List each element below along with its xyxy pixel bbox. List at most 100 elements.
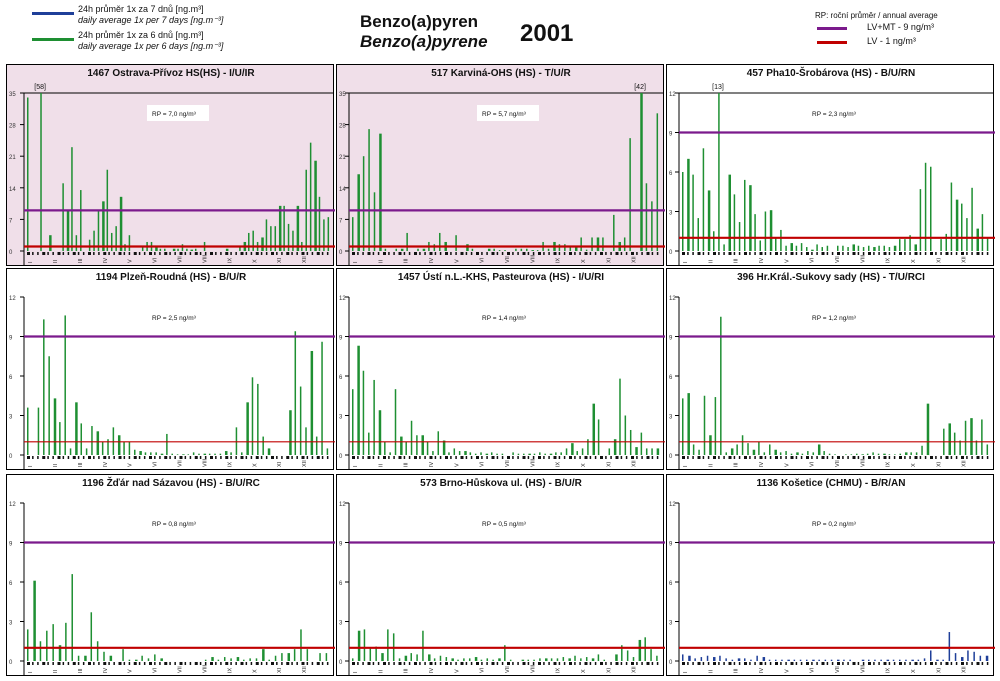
data-bar <box>357 630 361 661</box>
month-label: VI <box>153 461 159 467</box>
data-bar <box>565 448 568 455</box>
sample-day-marker <box>98 662 100 665</box>
data-bar <box>281 653 283 661</box>
sample-day-marker <box>450 662 452 665</box>
y-tick-label: 3 <box>669 415 673 421</box>
rp-box <box>477 105 539 121</box>
sample-day-marker <box>682 662 685 665</box>
sample-day-marker <box>522 456 526 459</box>
chart-svg: 573 Brno-Hůskova ul. (HS) - B/U/R 0 3 6 9 12 R… <box>339 477 665 675</box>
data-bar <box>517 453 520 455</box>
sample-day-marker <box>77 456 80 459</box>
sample-day-marker <box>37 456 39 459</box>
sample-day-marker <box>169 662 171 665</box>
sample-day-marker <box>235 456 237 459</box>
sample-day-marker <box>414 662 417 665</box>
sample-day-marker <box>857 662 860 665</box>
month-label: VI <box>810 667 816 673</box>
rp-annual-average: RP = 0,8 ng/m³ <box>152 521 197 528</box>
data-bar <box>442 440 446 455</box>
y-tick-label: 6 <box>9 581 13 587</box>
month-label: II <box>378 669 384 673</box>
data-bar <box>816 244 818 251</box>
data-bar <box>779 452 782 455</box>
data-bar <box>369 647 372 661</box>
month-label: XII <box>632 256 638 263</box>
sample-day-marker <box>548 662 550 665</box>
data-bar <box>71 574 73 661</box>
sample-day-marker <box>424 456 426 459</box>
sample-day-marker <box>981 456 984 459</box>
sample-day-marker <box>189 456 192 459</box>
data-bar <box>904 239 906 251</box>
sample-day-marker <box>976 252 980 255</box>
sample-day-marker <box>367 456 371 459</box>
month-label: V <box>784 463 790 467</box>
sample-day-marker <box>77 252 80 255</box>
data-bar <box>300 629 302 661</box>
sample-day-marker <box>594 252 597 255</box>
data-bar <box>597 654 600 661</box>
sample-day-marker <box>255 252 259 255</box>
data-bar <box>455 235 457 251</box>
month-label: XII <box>632 666 638 673</box>
data-bar <box>758 441 760 455</box>
data-bar <box>651 448 653 455</box>
data-bar <box>967 650 969 661</box>
data-bar <box>738 222 741 251</box>
sample-day-marker <box>164 456 168 459</box>
data-bar <box>602 237 604 251</box>
sample-day-marker <box>460 662 464 665</box>
sample-day-marker <box>909 662 911 665</box>
data-bar <box>357 345 360 455</box>
sample-day-marker <box>133 456 137 459</box>
sample-day-marker <box>759 456 763 459</box>
data-bar <box>574 246 578 251</box>
month-label: VII <box>835 256 841 263</box>
sample-day-marker <box>821 252 825 255</box>
sample-day-marker <box>759 252 763 255</box>
sample-day-marker <box>491 456 495 459</box>
month-label: I <box>683 261 689 263</box>
sample-day-marker <box>548 252 550 255</box>
data-bar <box>713 657 716 661</box>
data-bar <box>613 439 617 455</box>
data-bar <box>597 419 600 455</box>
data-bar <box>656 655 658 661</box>
sample-day-marker <box>159 252 161 255</box>
data-bar <box>164 248 166 251</box>
sample-day-marker <box>847 662 849 665</box>
data-bar <box>826 245 829 251</box>
y-tick-label: 28 <box>9 124 16 130</box>
y-tick-label: 28 <box>339 124 346 130</box>
legend-line-purple <box>817 27 847 30</box>
sample-day-marker <box>594 662 597 665</box>
sample-day-marker <box>501 252 504 255</box>
sample-day-marker <box>826 252 829 255</box>
y-tick-label: 0 <box>669 454 673 460</box>
y-tick-label: 35 <box>339 92 346 98</box>
sample-day-marker <box>579 662 581 665</box>
sample-day-marker <box>904 456 906 459</box>
data-bar <box>626 650 629 661</box>
y-tick-label: 7 <box>9 218 13 224</box>
sample-day-marker <box>548 456 550 459</box>
data-bar <box>274 226 277 251</box>
data-bar <box>39 641 42 661</box>
data-bar <box>487 248 491 251</box>
sample-day-marker <box>98 456 100 459</box>
sample-day-marker <box>260 662 263 665</box>
data-bar <box>823 451 825 455</box>
sample-day-marker <box>301 252 305 255</box>
sample-day-marker <box>486 456 488 459</box>
sample-day-marker <box>868 456 871 459</box>
sample-day-marker <box>128 456 131 459</box>
rp-annual-average: RP = 5,7 ng/m³ <box>482 111 527 118</box>
sample-day-marker <box>240 662 244 665</box>
data-bar <box>843 659 845 661</box>
sample-day-marker <box>718 662 720 665</box>
data-bar <box>192 452 195 455</box>
sample-day-marker <box>718 252 720 255</box>
sample-day-marker <box>940 456 942 459</box>
sample-day-marker <box>831 252 834 255</box>
